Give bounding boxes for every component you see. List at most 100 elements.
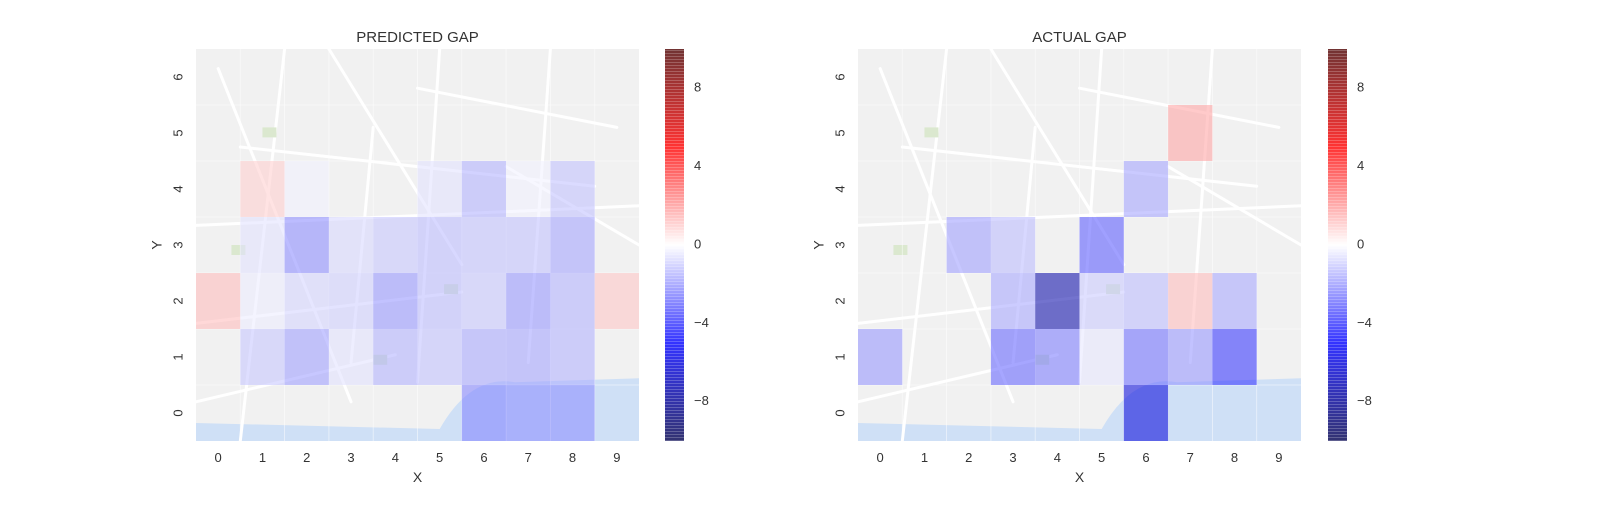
heatmap-cell-x4-y2: [1035, 273, 1080, 329]
heatmap-cell-x6-y2: [1123, 273, 1169, 329]
heatmap-cell-x5-y4: [417, 161, 462, 217]
heatmap-cell-x8-y1: [550, 329, 595, 385]
heatmap-cell-x2-y3: [946, 217, 991, 273]
heatmap-cell-x8-y0: [550, 385, 595, 441]
heatmap-cell-x6-y4: [461, 161, 507, 217]
heatmap-cell-x5-y2: [417, 273, 462, 329]
heatmap-cell-x7-y1: [1168, 329, 1213, 385]
y-tick-label: 5: [170, 129, 185, 136]
heatmap-cell-x5-y3: [1079, 217, 1124, 273]
y-tick-label: 4: [170, 185, 185, 192]
x-tick-label: 1: [921, 450, 928, 465]
heatmap-cell-x4-y3: [373, 217, 418, 273]
y-tick-label: 0: [832, 409, 847, 416]
x-tick-label: 4: [392, 450, 399, 465]
y-tick-label: 2: [832, 297, 847, 304]
heatmap-cell-x2-y4: [284, 161, 329, 217]
colorbar-tick-label: 4: [694, 158, 701, 173]
heatmap-cell-x2-y1: [284, 329, 329, 385]
heatmap-cell-x1-y1: [240, 329, 285, 385]
x-tick-label: 2: [303, 450, 310, 465]
x-tick-label: 0: [877, 450, 884, 465]
y-axis-label: Y: [811, 240, 827, 250]
colorbar-tick-label: 0: [1357, 236, 1364, 251]
heatmap-cell-x6-y2: [461, 273, 507, 329]
x-tick-label: 8: [1231, 450, 1238, 465]
heatmap-cell-x0-y2: [196, 273, 241, 329]
heatmap-cell-x8-y4: [550, 161, 595, 217]
x-tick-label: 7: [525, 450, 532, 465]
x-tick-label: 3: [347, 450, 354, 465]
heatmap-cell-x7-y4: [506, 161, 551, 217]
heatmap-cell-x2-y3: [284, 217, 329, 273]
heatmap-cell-x7-y2: [506, 273, 551, 329]
colorbar: 8 4 0 −4 −8: [1328, 49, 1372, 441]
y-tick-label: 2: [170, 297, 185, 304]
x-tick-label: 9: [613, 450, 620, 465]
heatmap-cell-x3-y1: [328, 329, 374, 385]
heatmap-cell-x7-y1: [506, 329, 551, 385]
colorbar-tick-label: −8: [1357, 393, 1372, 408]
x-tick-label: 3: [1009, 450, 1016, 465]
heatmap-cells: [858, 105, 1257, 441]
heatmap-cell-x6-y0: [461, 385, 507, 441]
x-axis-label: X: [1075, 469, 1085, 485]
y-tick-label: 0: [170, 409, 185, 416]
heatmap-cell-x8-y3: [550, 217, 595, 273]
heatmap-cell-x5-y1: [417, 329, 462, 385]
heatmap-cell-x9-y2: [594, 273, 639, 329]
heatmap-cell-x2-y2: [284, 273, 329, 329]
heatmap-cell-x7-y3: [506, 217, 551, 273]
x-tick-label: 0: [215, 450, 222, 465]
x-tick-label: 8: [569, 450, 576, 465]
heatmap-cell-x5-y3: [417, 217, 462, 273]
heatmap-cell-x4-y2: [373, 273, 418, 329]
x-tick-label: 1: [259, 450, 266, 465]
heatmap-panel-1: PREDICTED GAP 0 1 2 3 4 5 6 7 8 9 0 1 2 3 4 5 6 X Y 8 4 0 −4 −8: [149, 29, 709, 485]
heatmap-cell-x8-y1: [1212, 329, 1257, 385]
colorbar-tick-label: −4: [694, 315, 709, 330]
heatmap-cell-x0-y1: [858, 329, 903, 385]
y-tick-label: 3: [170, 241, 185, 248]
heatmap-cells: [196, 161, 639, 441]
heatmap-cell-x1-y3: [240, 217, 285, 273]
y-tick-label: 1: [832, 353, 847, 360]
heatmap-cell-x3-y3: [990, 217, 1036, 273]
heatmap-cell-x6-y1: [1123, 329, 1169, 385]
chart-title: ACTUAL GAP: [1032, 29, 1126, 46]
heatmap-cell-x5-y1: [1079, 329, 1124, 385]
y-tick-label: 3: [832, 241, 847, 248]
y-tick-label: 4: [832, 185, 847, 192]
heatmap-cell-x8-y2: [550, 273, 595, 329]
heatmap-cell-x7-y0: [506, 385, 551, 441]
x-tick-label: 6: [1142, 450, 1149, 465]
heatmap-cell-x4-y1: [1035, 329, 1080, 385]
chart-title: PREDICTED GAP: [356, 29, 479, 46]
x-tick-label: 5: [1098, 450, 1105, 465]
heatmap-panel-2: ACTUAL GAP 0 1 2 3 4 5 6 7 8 9 0 1 2 3 4 5 6 X Y 8 4 0 −4 −8: [811, 29, 1372, 485]
colorbar-tick-label: −4: [1357, 315, 1372, 330]
heatmap-cell-x7-y2: [1168, 273, 1213, 329]
y-tick-label: 6: [832, 73, 847, 80]
heatmap-cell-x8-y2: [1212, 273, 1257, 329]
heatmap-cell-x3-y2: [990, 273, 1036, 329]
heatmap-cell-x6-y1: [461, 329, 507, 385]
y-tick-label: 5: [832, 129, 847, 136]
heatmap-cell-x6-y4: [1123, 161, 1169, 217]
colorbar: 8 4 0 −4 −8: [665, 49, 709, 441]
y-tick-label: 1: [170, 353, 185, 360]
colorbar-tick-label: −8: [694, 393, 709, 408]
heatmap-cell-x4-y1: [373, 329, 418, 385]
heatmap-cell-x6-y0: [1123, 385, 1169, 441]
x-tick-label: 4: [1054, 450, 1061, 465]
heatmap-cell-x3-y1: [990, 329, 1036, 385]
x-tick-label: 2: [965, 450, 972, 465]
colorbar-tick-label: 0: [694, 236, 701, 251]
heatmap-cell-x5-y2: [1079, 273, 1124, 329]
x-tick-label: 6: [480, 450, 487, 465]
colorbar-tick-label: 4: [1357, 158, 1364, 173]
heatmap-cell-x3-y3: [328, 217, 374, 273]
heatmap-cell-x7-y5: [1168, 105, 1213, 161]
y-tick-label: 6: [170, 73, 185, 80]
